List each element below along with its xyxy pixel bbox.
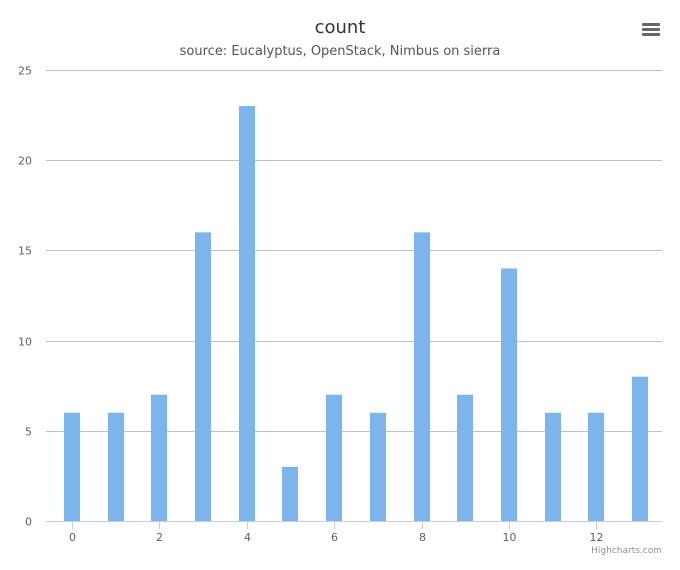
bar[interactable] [108,412,124,521]
credits-link[interactable]: Highcharts.com [591,546,662,556]
bar[interactable] [588,412,604,521]
hamburger-menu-icon[interactable] [638,18,664,42]
x-tick-label: 12 [590,531,604,544]
bar[interactable] [632,376,648,521]
x-tick-label: 0 [69,531,76,544]
bar[interactable] [195,232,211,522]
bar[interactable] [239,106,255,521]
grid-lines [46,70,662,432]
y-tick-label: 20 [18,155,32,168]
bar[interactable] [545,412,561,521]
x-tick-label: 10 [503,531,517,544]
y-tick-label: 0 [25,516,32,529]
bar[interactable] [282,466,298,521]
bar[interactable] [457,394,473,521]
x-tick-label: 8 [419,531,426,544]
chart-subtitle: source: Eucalyptus, OpenStack, Nimbus on… [180,44,501,59]
y-tick-label: 10 [18,336,32,349]
x-tick-label: 6 [331,531,338,544]
chart-title: count [315,17,366,38]
bar[interactable] [501,268,517,521]
axes: 0 5 10 15 20 25 0 2 4 6 8 10 12 [18,65,662,544]
x-tick-label: 2 [156,531,163,544]
bar[interactable] [64,412,80,521]
y-tick-label: 25 [18,65,32,78]
y-tick-label: 5 [25,426,32,439]
bar[interactable] [151,394,167,521]
bar[interactable] [370,412,386,521]
bar[interactable] [414,232,430,522]
y-tick-label: 15 [18,245,32,258]
bars [64,106,648,522]
x-tick-label: 4 [244,531,251,544]
bar[interactable] [326,394,342,521]
